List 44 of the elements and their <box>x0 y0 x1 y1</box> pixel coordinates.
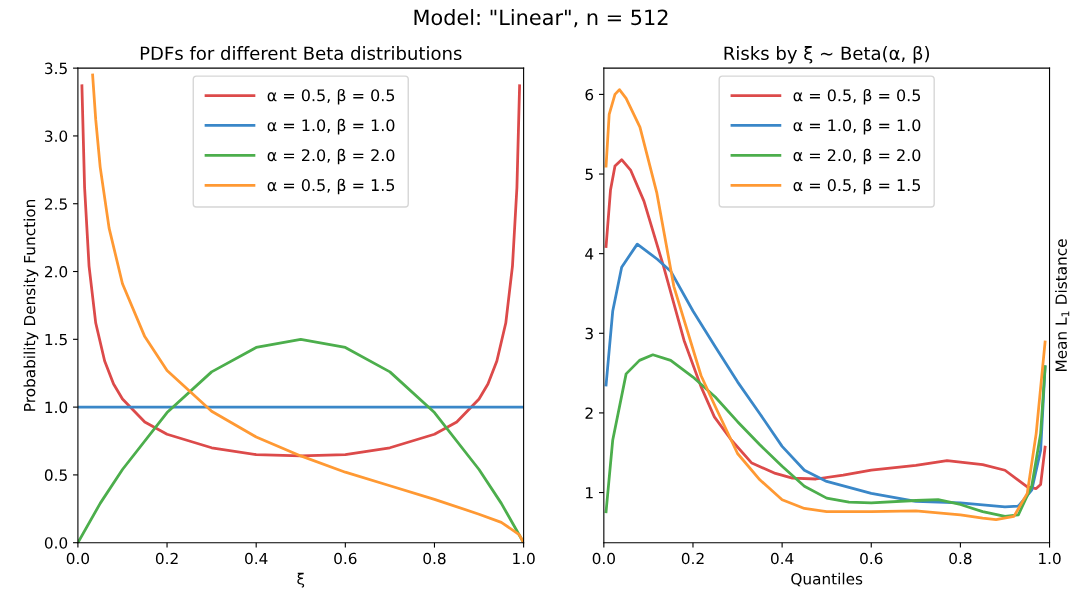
x-tick-label: 1.0 <box>513 552 535 565</box>
line-series <box>604 88 1047 521</box>
x-tick-label: 0.8 <box>949 552 972 565</box>
x-tick-label: 0.6 <box>334 552 357 565</box>
line-series <box>604 353 1047 518</box>
y-axis-title: Probability Density Function <box>23 199 39 411</box>
legend-label: α = 2.0, β = 2.0 <box>267 148 395 165</box>
x-tick-label: 0.2 <box>681 552 704 565</box>
chart-title: PDFs for different Beta distributions <box>140 46 462 61</box>
legend-label: α = 0.5, β = 0.5 <box>267 88 395 105</box>
x-tick-label: 0.6 <box>860 552 883 565</box>
y-tick-label: 3 <box>585 327 593 340</box>
y-tick-label: 0.0 <box>44 537 68 549</box>
legend-label: α = 0.5, β = 1.5 <box>793 178 921 195</box>
x-tick-label: 0.4 <box>770 552 794 565</box>
x-tick-label: 0.2 <box>155 552 178 565</box>
y-tick-label: 0.5 <box>44 469 67 481</box>
y-tick-label: 2.0 <box>45 265 68 278</box>
legend-label: α = 1.0, β = 1.0 <box>793 118 921 135</box>
legend-label: α = 0.5, β = 1.5 <box>267 178 395 195</box>
y-tick-label: 5 <box>585 168 593 181</box>
x-tick-label: 0.4 <box>245 552 268 565</box>
legend-label: α = 2.0, β = 2.0 <box>793 148 921 165</box>
y-tick-label: 6 <box>585 88 594 101</box>
y-tick-label: 2.5 <box>45 198 67 210</box>
line-series <box>91 73 524 543</box>
y-tick-label: 1.5 <box>45 333 67 346</box>
legend-label: α = 1.0, β = 1.0 <box>267 118 395 135</box>
x-axis-title: Quantiles <box>791 572 863 587</box>
line-series <box>80 84 521 458</box>
y-tick-label: 2 <box>585 407 593 419</box>
x-tick-label: 0.8 <box>423 552 446 565</box>
y-tick-label: 3.0 <box>45 130 68 142</box>
text: Model: "Linear", n = 512 <box>414 9 668 28</box>
x-tick-label: 0.0 <box>66 552 90 565</box>
legend-label: α = 0.5, β = 0.5 <box>793 88 921 105</box>
y-tick-label: 1 <box>586 487 593 499</box>
y-tick-label: 1.0 <box>45 401 68 414</box>
x-axis-title: ξ <box>297 572 305 588</box>
y-tick-label: 3.5 <box>45 62 67 75</box>
y-tick-label: 4 <box>585 248 594 260</box>
chart-title: Risks by ξ ~ Beta(α, β) <box>724 45 930 64</box>
x-tick-label: 1.0 <box>1039 552 1061 565</box>
y-axis-title: Mean L$_{1}$ Distance <box>1055 239 1070 371</box>
